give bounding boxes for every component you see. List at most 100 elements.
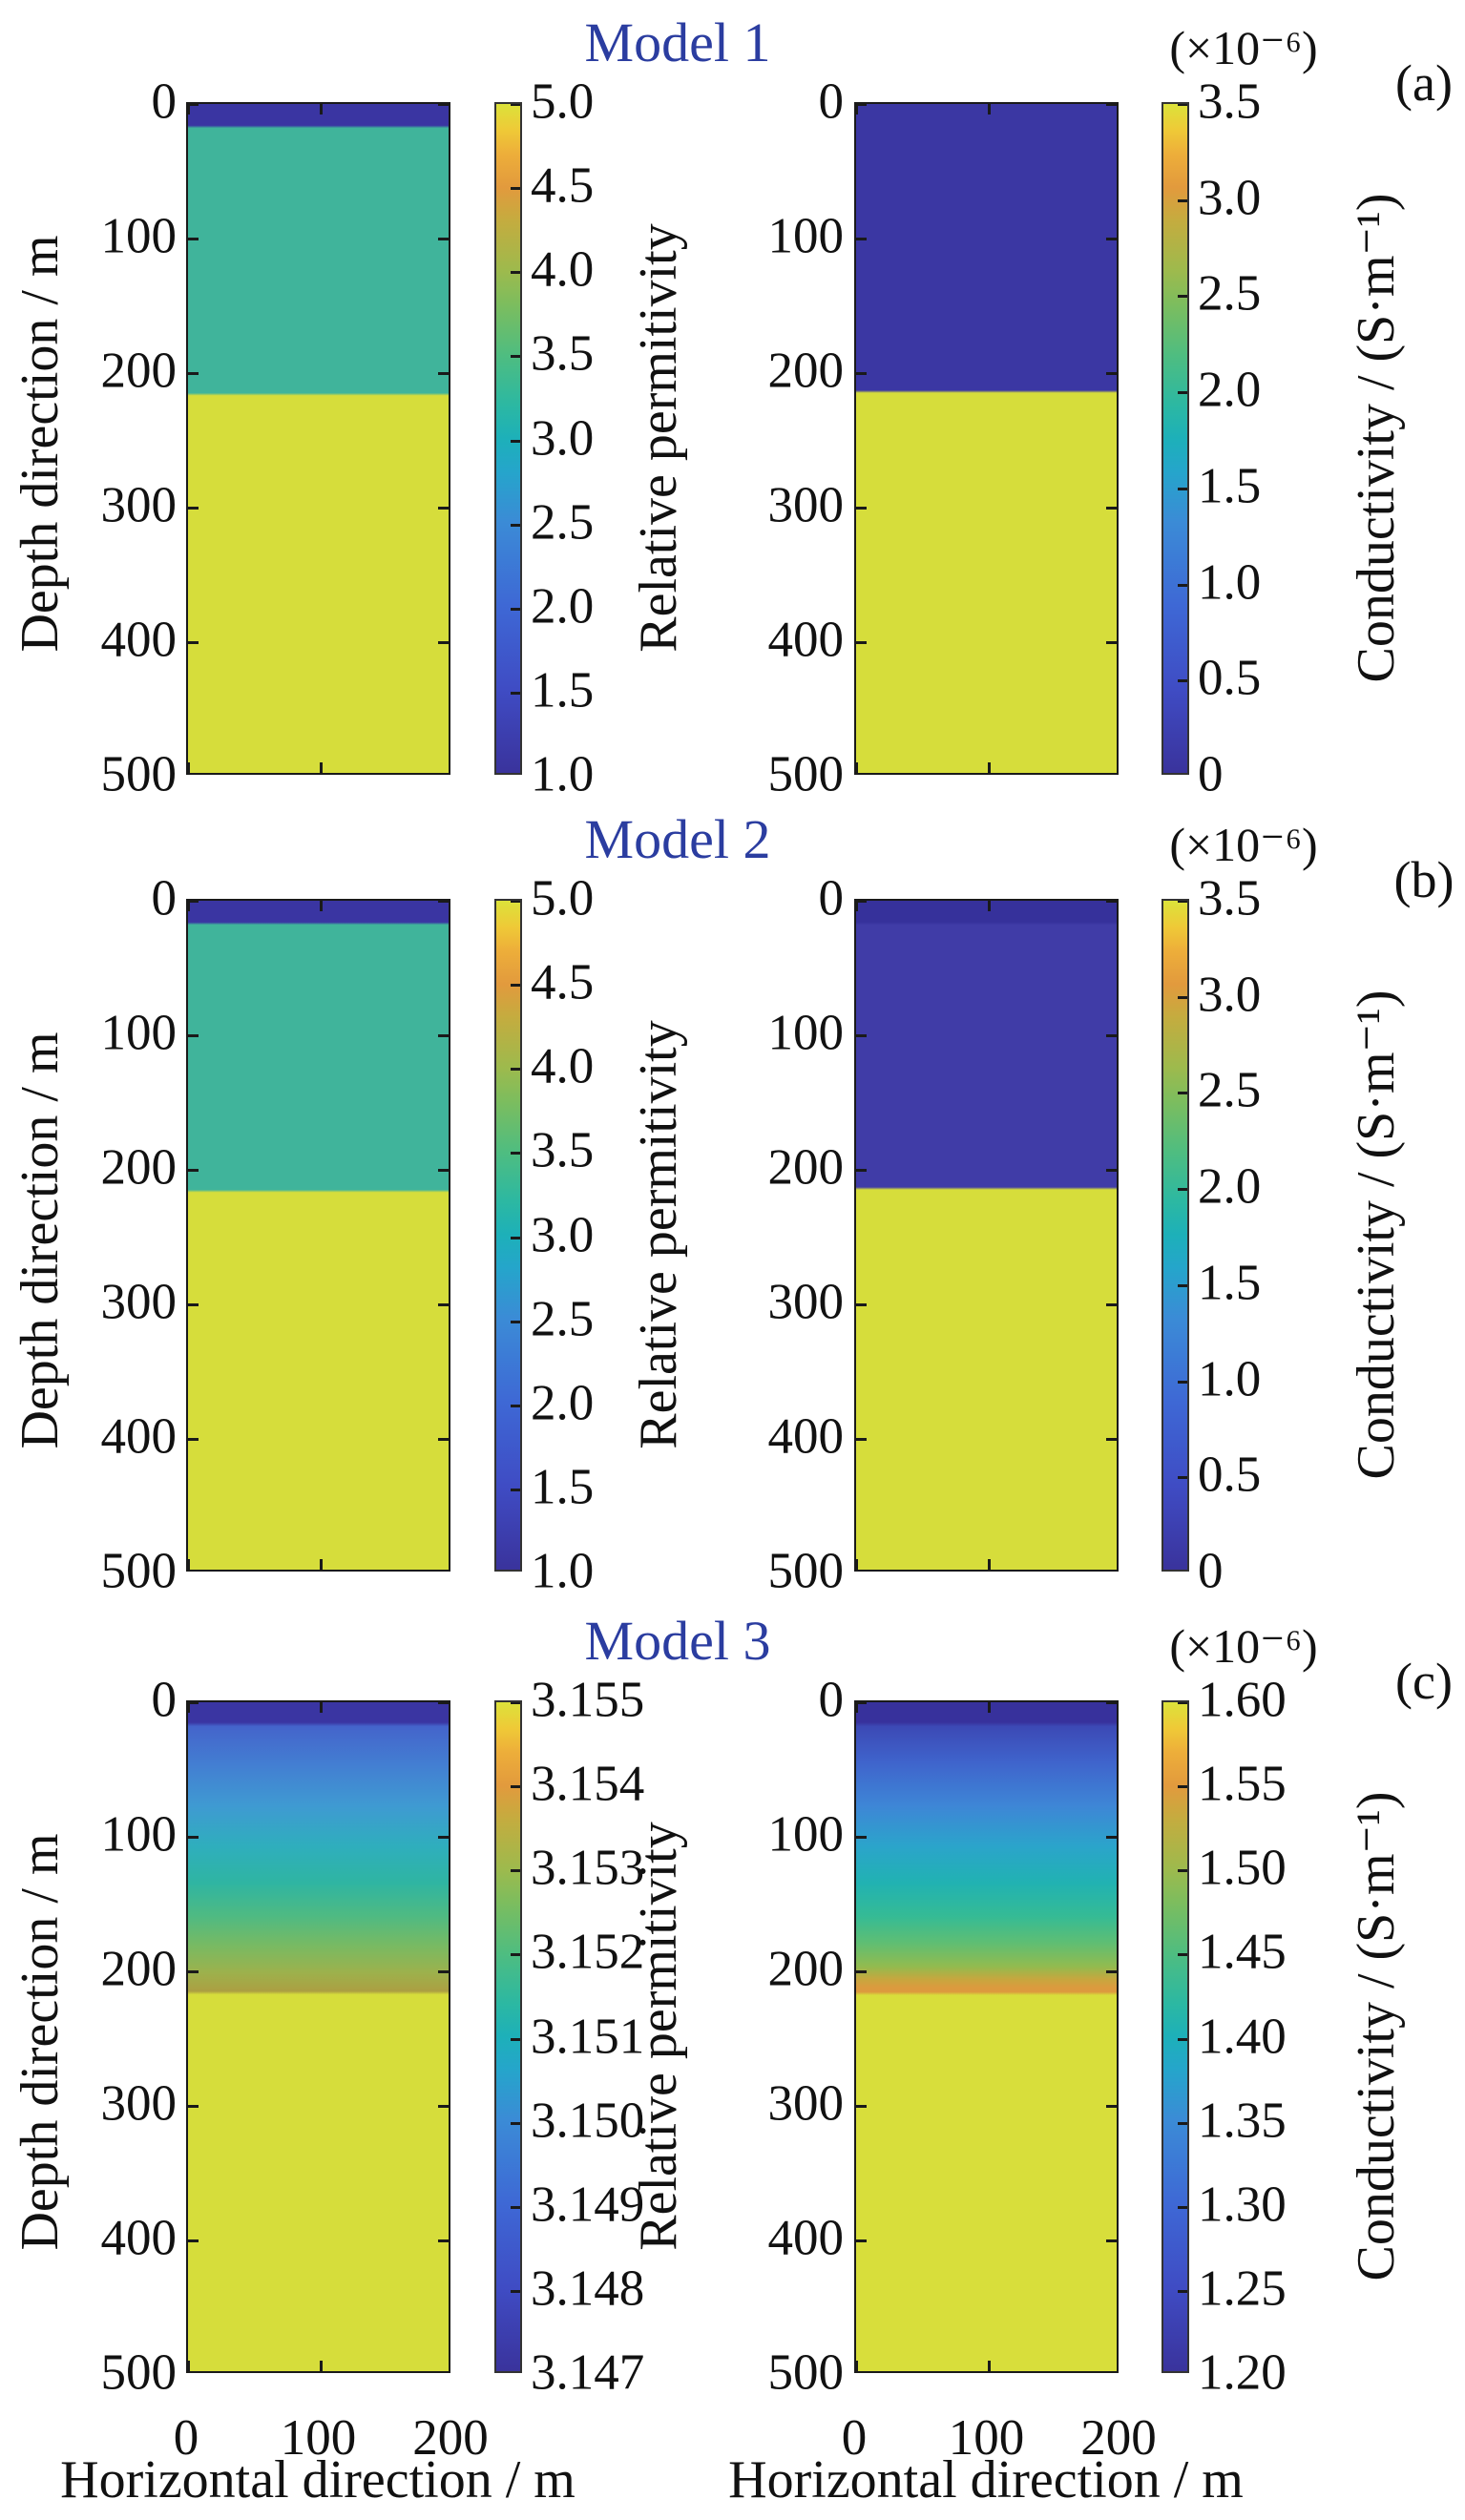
tick-mark [856, 1034, 867, 1037]
tick-mark [856, 1702, 858, 1713]
tick-mark [1178, 1953, 1187, 1957]
tick-mark [856, 1438, 867, 1441]
x-tick-label: 100 [280, 2410, 357, 2466]
permittivity-colorbar-tick-labels: 3.155 3.154 3.153 3.152 3.151 3.150 3.149 3.148… [531, 1675, 702, 2398]
colorbar-tick-label: 2.0 [531, 1375, 595, 1431]
tick-mark [438, 1169, 449, 1172]
panel-letter-b: (b) [1393, 851, 1455, 908]
tick-mark [1106, 1169, 1117, 1172]
horizontal-axis-label-right: Horizontal direction / m [728, 2450, 1244, 2510]
x-tick-labels-right-panel: 0 100 200 [842, 2386, 1157, 2464]
y-tick-label: 100 [100, 1806, 178, 1863]
y-tick-label: 200 [100, 1139, 178, 1196]
model-3-row: Model 3 (×10⁻⁶) (c) Depth direction / m … [0, 1614, 1465, 2508]
x-axis-ticks-bottom [856, 104, 1117, 773]
y-tick-label: 0 [818, 870, 845, 927]
colorbar-tick-label: 4.0 [531, 241, 595, 298]
tick-mark [1178, 295, 1187, 299]
colorbar-tick-label: 1.20 [1198, 2344, 1287, 2401]
permittivity-colorbar-tick-labels: 5.0 4.5 4.0 3.5 3.0 2.5 2.0 1.5 1.0 [531, 76, 702, 800]
tick-mark [511, 1869, 520, 1873]
y-tick-label: 400 [767, 612, 845, 668]
colorbar-tick-label: 3.155 [531, 1672, 645, 1728]
tick-mark [1178, 1869, 1187, 1873]
x-tick-label: 0 [841, 2410, 868, 2466]
tick-mark [856, 901, 867, 903]
y-axis-ticks-right [188, 104, 449, 773]
x-axis-ticks-top [856, 1702, 1117, 2371]
tick-mark [1178, 1702, 1187, 1704]
tick-mark [987, 762, 991, 773]
x-axis-ticks-bottom [188, 1702, 449, 2371]
conductivity-colorbar [1162, 1700, 1189, 2373]
model-1-conductivity-heatmap [854, 102, 1119, 775]
tick-mark [511, 1953, 520, 1957]
colorbar-tick-label: 2.5 [1198, 265, 1262, 322]
y-axis-ticks-right [856, 1702, 1117, 2371]
tick-mark [188, 238, 199, 240]
tick-mark [1178, 1785, 1187, 1789]
tick-mark [511, 2289, 520, 2293]
tick-mark [188, 104, 199, 106]
colorbar-tick-label: 1.5 [531, 1459, 595, 1515]
tick-mark [1106, 104, 1117, 106]
y-axis-ticks [188, 901, 449, 1570]
colorbar-tick-label: 5.0 [531, 73, 595, 130]
tick-mark [856, 1702, 867, 1704]
colorbar-tick-label: 4.5 [531, 954, 595, 1010]
tick-mark [511, 439, 520, 443]
colorbar-ticks [496, 104, 520, 773]
conductivity-colorbar-tick-labels: 3.5 3.0 2.5 2.0 1.5 1.0 0.5 0 [1198, 873, 1370, 1596]
tick-mark [188, 1702, 190, 1713]
tick-mark [188, 507, 199, 510]
colorbar-tick-label: 3.147 [531, 2344, 645, 2401]
colorbar-tick-label: 1.30 [1198, 2176, 1287, 2233]
model-2-permittivity-heatmap [186, 899, 450, 1572]
tick-mark [856, 1559, 858, 1570]
tick-mark [511, 187, 520, 191]
tick-mark [1106, 1970, 1117, 1973]
colorbar-tick-label: 1.60 [1198, 1672, 1287, 1728]
tick-mark [188, 762, 190, 773]
conductivity-scale-note: (×10⁻⁶) [1169, 21, 1318, 74]
tick-mark [856, 2105, 867, 2108]
tick-mark [511, 355, 520, 359]
tick-mark [319, 762, 323, 773]
colorbar-tick-label: 3.153 [531, 1840, 645, 1896]
tick-mark [1178, 1188, 1187, 1192]
colorbar-ticks [1163, 901, 1187, 1570]
depth-tick-labels: 0 100 200 300 400 500 [57, 1675, 178, 2398]
tick-mark [856, 641, 867, 644]
depth-tick-labels: 0 100 200 300 400 500 [57, 873, 178, 1596]
colorbar-tick-label: 4.0 [531, 1038, 595, 1094]
tick-mark [188, 901, 190, 911]
model-1-row: Model 1 (×10⁻⁶) (a) Depth direction / m … [0, 15, 1465, 801]
y-axis-ticks-right [856, 901, 1117, 1570]
tick-mark [1106, 372, 1117, 375]
tick-mark [1106, 1438, 1117, 1441]
tick-mark [1178, 104, 1187, 106]
y-tick-label: 200 [767, 343, 845, 399]
tick-mark [188, 641, 199, 644]
colorbar-tick-label: 3.154 [531, 1756, 645, 1812]
tick-mark [511, 691, 520, 695]
conductivity-scale-note: (×10⁻⁶) [1169, 818, 1318, 871]
tick-mark [319, 1702, 323, 1713]
x-axis-ticks-bottom [856, 901, 1117, 1570]
y-axis-ticks-right [188, 901, 449, 1570]
depth-tick-labels: 0 100 200 300 400 500 [57, 76, 178, 800]
y-tick-label: 300 [100, 2075, 178, 2132]
tick-mark [1178, 487, 1187, 490]
colorbar-ticks [1163, 104, 1187, 773]
y-tick-label: 400 [100, 1408, 178, 1465]
colorbar-tick-label: 1.50 [1198, 1840, 1287, 1896]
y-tick-label: 200 [767, 1941, 845, 1997]
tick-mark [987, 104, 991, 115]
y-tick-label: 400 [767, 1408, 845, 1465]
colorbar-ticks [496, 1702, 520, 2371]
tick-mark [438, 1303, 449, 1306]
tick-mark [856, 104, 858, 115]
tick-mark [856, 104, 867, 106]
tick-mark [188, 1702, 199, 1704]
